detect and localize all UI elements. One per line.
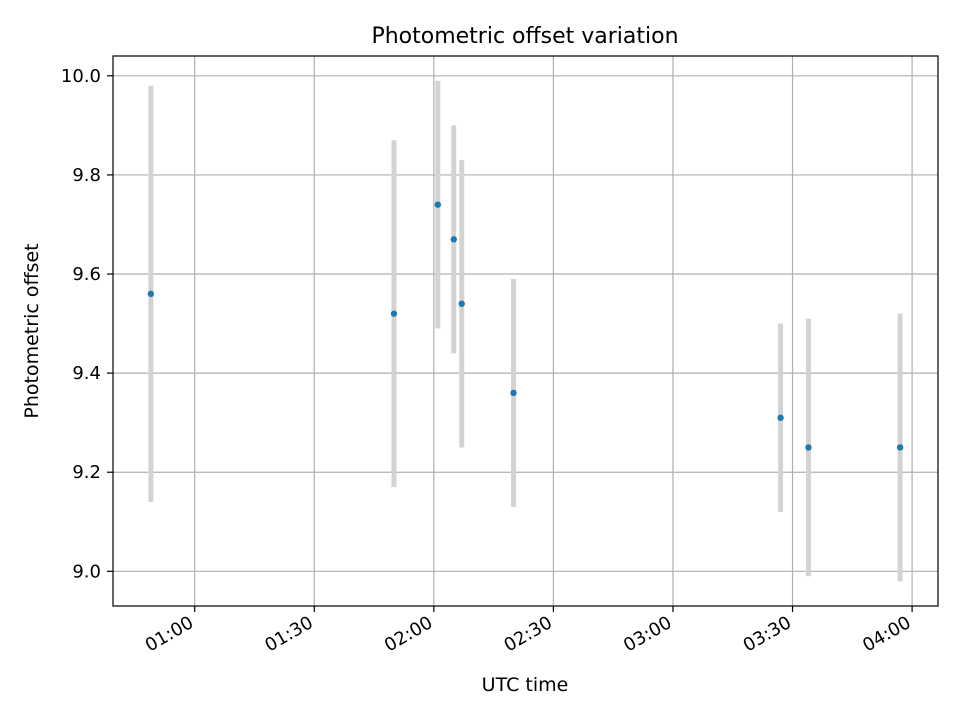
data-point (458, 300, 465, 307)
x-tick-label: 04:00 (859, 612, 914, 656)
data-point (434, 201, 442, 208)
y-axis-ticks: 9.0 9.2 9.4 9.6 9.8 10.0 (61, 66, 113, 582)
x-tick-label: 02:00 (381, 612, 436, 656)
plot-frame (112, 55, 939, 607)
x-axis-ticks: 01:00 01:30 02:00 02:30 03:00 03:30 04:00 (142, 606, 915, 656)
data-point (390, 310, 398, 317)
grid-layer (113, 56, 938, 606)
y-tick-label: 9.6 (72, 264, 101, 285)
data-point (510, 389, 517, 397)
y-axis-label: Photometric offset (21, 243, 43, 418)
x-tick-label: 01:00 (142, 612, 197, 656)
chart-title: Photometric offset variation (371, 24, 678, 49)
y-tick-label: 9.8 (72, 165, 101, 186)
y-tick-label: 10.0 (61, 66, 101, 87)
point-layer (147, 201, 904, 451)
x-tick-label: 03:30 (740, 612, 795, 656)
x-tick-label: 02:30 (500, 612, 555, 656)
data-point (147, 290, 155, 298)
data-point (777, 414, 784, 421)
data-point (896, 444, 904, 451)
data-point (450, 236, 457, 243)
errorbar-layer (148, 80, 903, 582)
data-point (805, 444, 812, 451)
y-tick-label: 9.0 (72, 561, 101, 582)
y-tick-label: 9.4 (72, 363, 101, 384)
x-axis-label: UTC time (482, 674, 569, 696)
y-tick-label: 9.2 (72, 462, 101, 483)
x-tick-label: 03:00 (620, 612, 675, 656)
x-tick-label: 01:30 (261, 612, 316, 656)
